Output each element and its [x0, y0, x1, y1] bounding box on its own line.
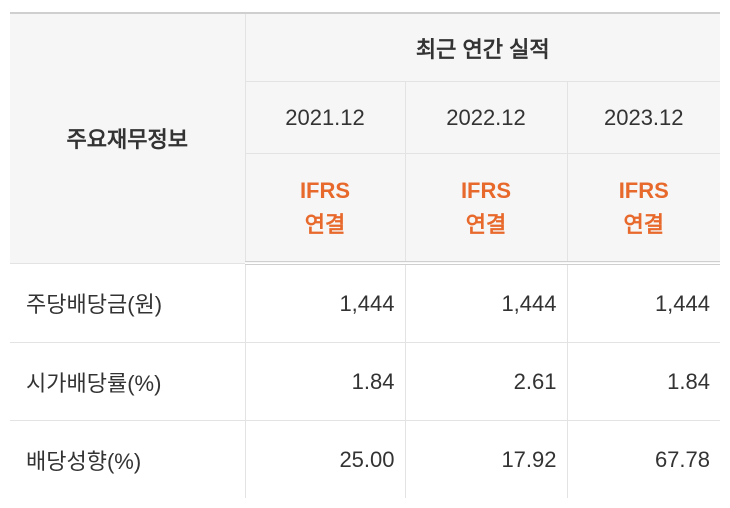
period-header: 2023.12 [566, 81, 720, 154]
table-body: 주당배당금(원) 1,444 1,444 1,444 시가배당률(%) 1.84 2.61 1… [10, 262, 720, 498]
basis: 연결 [465, 211, 507, 237]
standard-header: IFRS 연결 [566, 153, 720, 265]
group-header: 최근 연간 실적 [244, 12, 720, 82]
header-row: 2021.12 2022.12 2023.12 [10, 81, 720, 154]
table-row: 시가배당률(%) 1.84 2.61 1.84 [10, 342, 720, 421]
header-row: 주요재무정보 최근 연간 실적 [10, 12, 720, 264]
table-row: 배당성향(%) 25.00 17.92 67.78 [10, 420, 720, 498]
cell-value: 1,444 [566, 262, 720, 343]
basis: 연결 [304, 211, 346, 237]
cell-value: 1,444 [404, 262, 568, 343]
standard-header: IFRS 연결 [404, 153, 568, 265]
cell-value: 1.84 [244, 342, 406, 421]
standard-header: IFRS 연결 [245, 153, 406, 265]
header-row: IFRS 연결 IFRS 연결 IFRS 연결 [10, 153, 720, 265]
basis: 연결 [623, 211, 664, 237]
standard: IFRS [299, 177, 351, 203]
cell-value: 2.61 [404, 342, 568, 421]
period-header: 2021.12 [245, 81, 406, 154]
standard: IFRS [460, 177, 512, 203]
cell-value: 17.92 [404, 420, 568, 498]
cell-value: 1,444 [244, 262, 406, 343]
period-header: 2022.12 [404, 81, 568, 154]
row-label: 시가배당률(%) [10, 342, 246, 421]
row-label: 배당성향(%) [10, 420, 246, 498]
cell-value: 67.78 [566, 420, 720, 498]
row-label-header: 주요재무정보 [10, 12, 246, 264]
table-header: 주요재무정보 최근 연간 실적 2021.12 2022.12 2023.12 IF… [10, 12, 720, 265]
standard: IFRS [618, 177, 669, 203]
financial-table: 주요재무정보 최근 연간 실적 2021.12 2022.12 2023.12 IF… [10, 12, 720, 498]
cell-value: 25.00 [244, 420, 406, 498]
cell-value: 1.84 [566, 342, 720, 421]
row-label: 주당배당금(원) [10, 262, 246, 343]
table-row: 주당배당금(원) 1,444 1,444 1,444 [10, 262, 720, 343]
